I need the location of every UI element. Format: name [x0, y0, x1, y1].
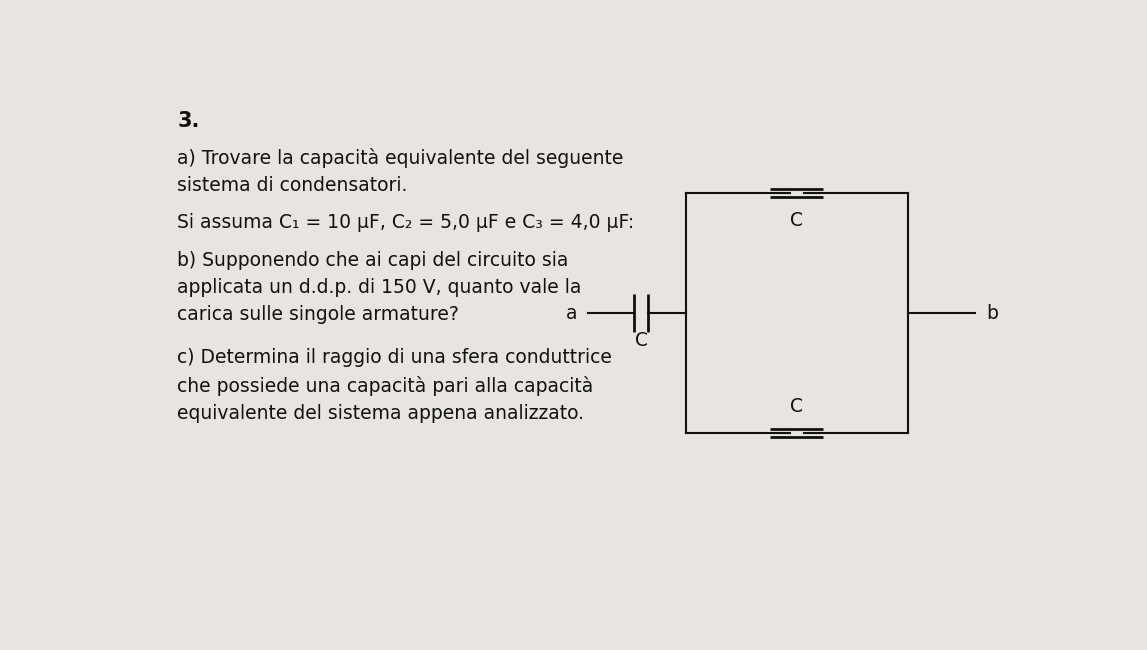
Text: b: b — [986, 304, 998, 323]
Text: b) Supponendo che ai capi del circuito sia
applicata un d.d.p. di 150 V, quanto : b) Supponendo che ai capi del circuito s… — [177, 251, 582, 324]
Text: c) Determina il raggio di una sfera conduttrice
che possiede una capacità pari a: c) Determina il raggio di una sfera cond… — [177, 348, 612, 423]
Text: C: C — [634, 331, 648, 350]
Text: a) Trovare la capacità equivalente del seguente
sistema di condensatori.: a) Trovare la capacità equivalente del s… — [177, 148, 624, 195]
Text: C: C — [790, 211, 803, 229]
Text: a: a — [565, 304, 577, 323]
Text: 3.: 3. — [177, 111, 200, 131]
Text: Si assuma C₁ = 10 μF, C₂ = 5,0 μF e C₃ = 4,0 μF:: Si assuma C₁ = 10 μF, C₂ = 5,0 μF e C₃ =… — [177, 213, 634, 232]
Text: C: C — [790, 397, 803, 416]
